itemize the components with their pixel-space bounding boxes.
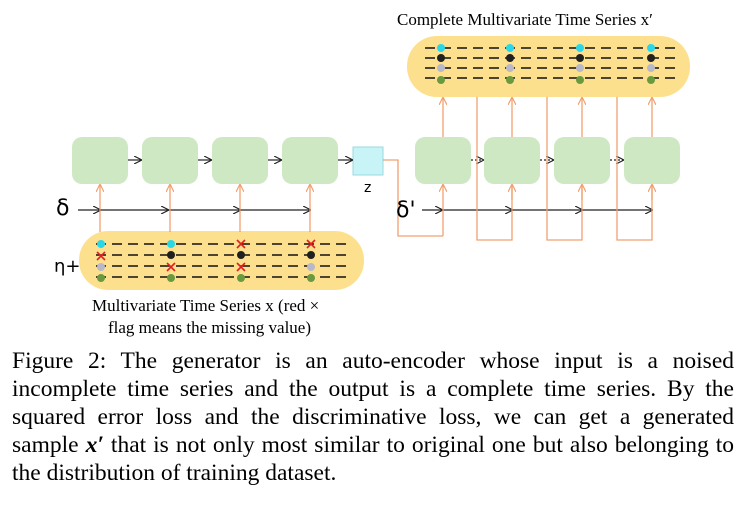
input-series-title-line1: Multivariate Time Series x (red × bbox=[92, 296, 320, 315]
input-series-box bbox=[79, 231, 364, 290]
encoder-cells bbox=[72, 137, 338, 184]
decoder-cell bbox=[624, 137, 680, 184]
generator-diagram bbox=[72, 36, 690, 290]
eta-label: η+ bbox=[54, 256, 81, 277]
input-series-title-line2: flag means the missing value) bbox=[108, 318, 312, 337]
input-series-dots bbox=[96, 239, 316, 282]
encoder-cell bbox=[282, 137, 338, 184]
caption-text-part1: The generator is an auto-encoder whose i… bbox=[12, 348, 734, 458]
encoder-cell bbox=[212, 137, 268, 184]
latent-z-box bbox=[352, 146, 384, 176]
decoder-cells bbox=[415, 137, 680, 184]
output-series-box bbox=[407, 36, 690, 97]
encoder-cell bbox=[72, 137, 128, 184]
caption-text-part2: that is not only most similar to origina… bbox=[12, 432, 734, 486]
output-series-lines bbox=[425, 47, 678, 79]
figure-caption: Figure 2: The generator is an auto-encod… bbox=[12, 347, 734, 487]
feedback-arrowheads bbox=[512, 185, 652, 200]
output-series-title: Complete Multivariate Time Series x′ bbox=[397, 10, 653, 29]
decoder-cell bbox=[415, 137, 471, 184]
decoder-to-output-arrows bbox=[443, 98, 652, 137]
input-to-encoder-arrows bbox=[100, 185, 310, 232]
encoder-cell bbox=[142, 137, 198, 184]
decoder-cell bbox=[484, 137, 540, 184]
caption-x-prime: x′ bbox=[85, 432, 104, 458]
z-label: z bbox=[364, 180, 372, 196]
delta-prime-label: δ' bbox=[396, 198, 416, 223]
delta-label: δ bbox=[56, 196, 70, 221]
decoder-cell bbox=[554, 137, 610, 184]
z-to-decoder-arrow bbox=[383, 159, 415, 237]
caption-label: Figure 2: bbox=[12, 348, 107, 374]
output-series-dots bbox=[437, 44, 655, 84]
decoder-feedback-loops bbox=[476, 97, 653, 241]
